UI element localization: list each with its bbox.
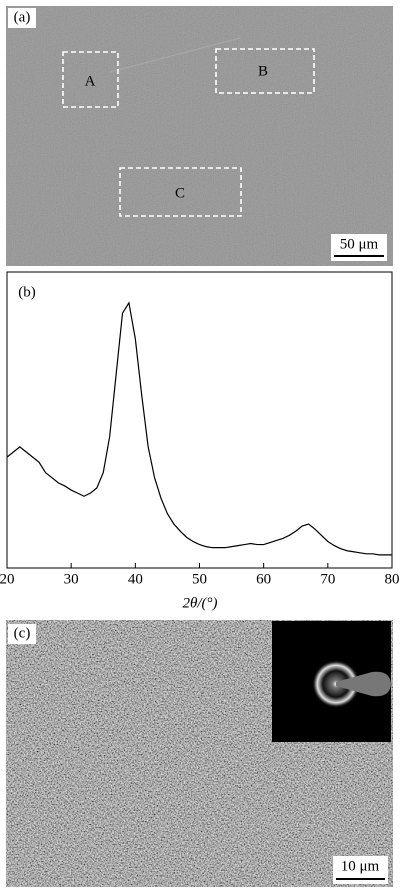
region-box [119,167,242,217]
x-tick-label: 20 [0,571,15,587]
panel-label: (c) [14,625,31,641]
x-tick-label: 70 [320,571,335,587]
scale-bar-label: 10 μm [341,858,380,874]
panel-b: (b) 2θ/(°) [6,271,393,611]
panel-a: (a) A B C 50 μm [6,6,393,266]
region-box [215,48,315,94]
x-tick-label: 50 [192,571,207,587]
panel-label: (b) [18,284,36,300]
region-label: A [85,73,96,89]
x-tick-label: 40 [128,571,143,587]
region-label: C [175,185,185,201]
scratch [109,37,241,73]
beam-stop [336,671,391,697]
panel-c: (c) 10 μm [6,620,393,887]
sem-image [6,6,393,266]
x-tick-label: 80 [385,571,400,587]
region-label: B [258,63,268,79]
xrd-line [6,301,392,556]
panel-label: (a) [14,9,31,25]
x-axis-label: 2θ/(°) [182,595,217,611]
label-bg [8,624,36,644]
x-tick-label: 30 [64,571,79,587]
region-box [62,51,119,108]
label-bg [8,8,36,28]
scale-bar-label: 50 μm [340,236,379,252]
plot-frame [6,271,393,569]
x-tick-label: 60 [256,571,271,587]
